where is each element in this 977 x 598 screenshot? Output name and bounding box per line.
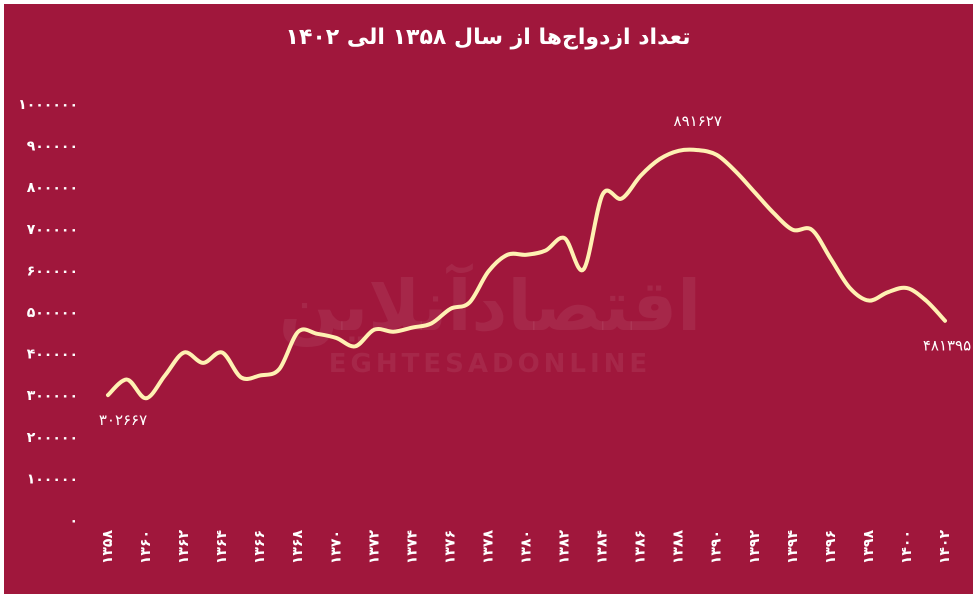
x-tick-label: ۱۴۰۰ xyxy=(899,530,915,564)
y-tick-label: ۱۰۰۰۰۰۰ xyxy=(18,97,78,113)
y-tick-label: ۴۰۰۰۰۰ xyxy=(27,347,78,363)
x-tick-label: ۱۳۸۴ xyxy=(595,530,611,565)
y-tick-label: ۶۰۰۰۰۰ xyxy=(27,263,78,279)
x-tick-label: ۱۳۹۰ xyxy=(709,530,725,564)
x-tick-label: ۱۳۷۲ xyxy=(366,530,382,565)
data-label: ۴۸۱۳۹۵ xyxy=(923,337,971,355)
y-tick-label: ۹۰۰۰۰۰ xyxy=(27,139,78,155)
y-tick-label: ۸۰۰۰۰۰ xyxy=(27,180,78,196)
x-tick-label: ۱۳۸۶ xyxy=(633,530,649,564)
x-tick-label: ۱۳۹۸ xyxy=(861,530,877,565)
watermark: اقتصادآنلاین xyxy=(279,263,701,347)
x-tick-label: ۱۴۰۲ xyxy=(937,530,953,565)
x-tick-label: ۱۳۷۰ xyxy=(328,530,344,564)
x-tick-label: ۱۳۶۴ xyxy=(214,530,230,565)
data-label: ۸۹۱۶۲۷ xyxy=(674,112,722,130)
x-tick-label: ۱۳۸۲ xyxy=(557,530,573,565)
chart-title: تعداد ازدواج‌ها از سال ۱۳۵۸ الی ۱۴۰۲ xyxy=(286,25,691,50)
y-tick-label: ۳۰۰۰۰۰ xyxy=(27,388,78,404)
chart-background xyxy=(4,4,973,594)
x-tick-label: ۱۳۹۶ xyxy=(823,530,839,564)
y-tick-label: ۲۰۰۰۰۰ xyxy=(27,430,78,446)
y-tick-label: ۵۰۰۰۰۰ xyxy=(27,305,78,321)
x-tick-label: ۱۳۶۸ xyxy=(290,530,306,565)
x-tick-label: ۱۳۶۲ xyxy=(176,530,192,565)
data-label: ۳۰۲۶۶۷ xyxy=(99,411,147,429)
y-tick-label: ۱۰۰۰۰۰ xyxy=(27,471,78,487)
data-line xyxy=(106,147,947,401)
x-tick-label: ۱۳۷۶ xyxy=(442,530,458,564)
y-tick-label: ۰ xyxy=(69,513,78,529)
x-tick-label: ۱۳۸۸ xyxy=(671,530,687,565)
watermark: EGHTESADONLINE xyxy=(329,349,651,379)
x-tick-label: ۱۳۵۸ xyxy=(100,530,116,565)
x-tick-label: ۱۳۷۴ xyxy=(404,530,420,565)
y-tick-label: ۷۰۰۰۰۰ xyxy=(27,222,78,238)
x-tick-label: ۱۳۶۶ xyxy=(252,530,268,564)
x-tick-label: ۱۳۶۰ xyxy=(138,530,154,564)
x-tick-label: ۱۳۹۲ xyxy=(747,530,763,565)
x-tick-label: ۱۳۷۸ xyxy=(480,530,496,565)
x-tick-label: ۱۳۹۴ xyxy=(785,530,801,565)
x-tick-label: ۱۳۸۰ xyxy=(519,530,535,564)
